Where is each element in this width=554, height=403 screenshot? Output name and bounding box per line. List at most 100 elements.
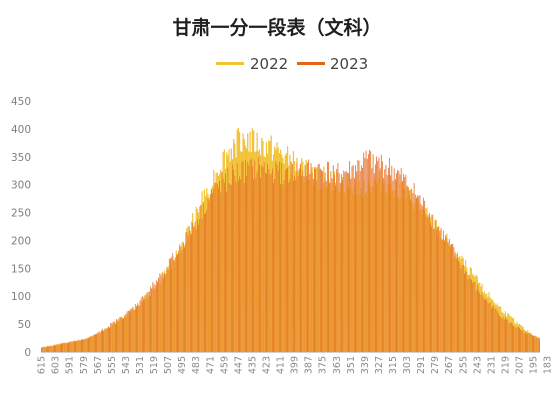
bar-2023 [509, 322, 511, 352]
bar-2023 [362, 167, 363, 352]
bar-2023 [364, 158, 366, 352]
bar-2023 [380, 154, 382, 352]
bar-2023 [245, 159, 246, 352]
x-tick-label: 579 [79, 356, 90, 374]
x-tick-label: 531 [135, 356, 146, 374]
bar-2023 [337, 163, 339, 352]
bar-2023 [537, 338, 539, 352]
bar-2023 [252, 166, 253, 352]
bar-2023 [65, 342, 67, 352]
bar-2023 [451, 243, 452, 352]
bar-2023 [224, 182, 225, 352]
x-tick-label: 495 [177, 356, 188, 374]
bar-2023 [206, 210, 208, 352]
bar-2023 [51, 346, 53, 352]
bar-2023 [208, 200, 210, 352]
y-tick-label: 250 [11, 208, 31, 220]
bar-2023 [530, 334, 532, 352]
bar-2023 [207, 198, 209, 352]
bar-2023 [301, 175, 302, 352]
bar-2023 [126, 311, 128, 352]
bar-2023 [365, 150, 367, 352]
bar-2023 [494, 308, 496, 352]
bar-2023 [226, 191, 227, 352]
bar-2023 [270, 173, 272, 352]
bar-2023 [485, 299, 486, 352]
x-tick-label: 279 [430, 356, 441, 374]
bar-2023 [238, 180, 239, 352]
bar-2023 [413, 183, 415, 352]
x-tick-label: 567 [93, 356, 104, 374]
bar-2023 [438, 227, 439, 352]
bar-2023 [249, 160, 251, 352]
bar-2023 [358, 160, 360, 352]
bar-2023 [205, 213, 206, 352]
bar-2023 [164, 273, 165, 352]
bar-2023 [412, 193, 414, 352]
bar-2023 [424, 200, 425, 352]
bar-2023 [179, 244, 181, 352]
bar-2023 [195, 229, 197, 352]
bar-2023 [143, 299, 144, 352]
bar-2023 [127, 310, 129, 352]
bar-2023 [234, 175, 236, 352]
bar-2023 [405, 174, 407, 352]
bar-2023 [194, 221, 196, 352]
bar-2023 [228, 183, 230, 352]
bar-2023 [342, 179, 343, 352]
bar-2023 [250, 158, 252, 352]
bar-2023 [49, 346, 51, 352]
bar-2023 [103, 330, 104, 352]
bar-2023 [216, 183, 218, 352]
bar-2023 [102, 328, 103, 352]
bar-2023 [117, 321, 119, 352]
bar-2023 [259, 164, 260, 352]
bar-2023 [519, 328, 520, 352]
bar-2023 [187, 235, 189, 352]
bar-2023 [214, 182, 216, 352]
bar-2023 [101, 330, 102, 352]
bar-2023 [255, 178, 257, 352]
bar-2023 [136, 306, 137, 352]
y-tick-label: 300 [11, 180, 31, 192]
bar-2023 [139, 300, 141, 352]
bar-2023 [351, 166, 353, 352]
bar-2023 [112, 322, 114, 352]
x-tick-label: 411 [276, 356, 287, 374]
bar-2023 [235, 182, 237, 352]
bar-2023 [521, 329, 523, 352]
bar-2023 [486, 298, 488, 352]
watermark: 优学志愿宝 [453, 372, 530, 388]
bar-2023 [138, 305, 140, 352]
bar-2023 [498, 313, 499, 352]
bar-2023 [68, 342, 69, 352]
x-tick-label: 459 [219, 356, 230, 374]
bar-2023 [156, 280, 157, 352]
x-tick-label: 327 [374, 356, 385, 374]
bar-2023 [166, 267, 168, 352]
bar-2023 [222, 178, 224, 352]
x-tick-label: 387 [304, 356, 315, 374]
bar-2023 [288, 182, 290, 352]
bar-2023 [395, 178, 396, 352]
bar-2023 [163, 277, 164, 352]
bar-2023 [260, 178, 261, 352]
bar-2023 [64, 342, 66, 352]
bar-2023 [376, 156, 377, 352]
bar-2023 [98, 331, 100, 352]
bar-2023 [316, 180, 318, 352]
bar-2023 [264, 172, 266, 352]
bar-2023 [473, 281, 475, 352]
bar-2023 [110, 323, 112, 352]
y-tick-label: 50 [18, 319, 31, 331]
bar-2023 [390, 175, 391, 352]
bar-2023 [392, 180, 394, 352]
bar-2023 [298, 168, 300, 352]
bar-2023 [516, 326, 518, 352]
bar-2023 [450, 245, 451, 352]
watermark-text: 优学志愿宝 [472, 373, 530, 387]
bar-2023 [348, 173, 349, 352]
bar-2023 [436, 229, 437, 352]
bar-2023 [47, 345, 48, 352]
